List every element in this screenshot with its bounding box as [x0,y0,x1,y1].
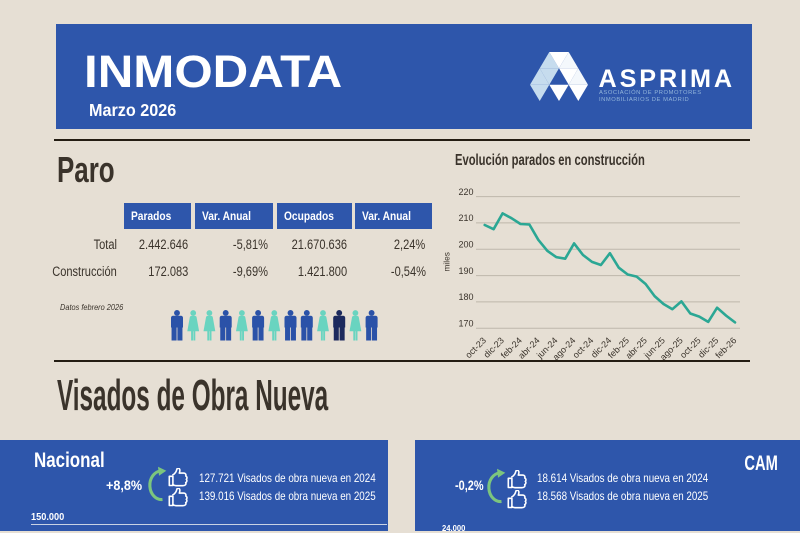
svg-text:200: 200 [458,239,473,249]
svg-text:ASPRIMA: ASPRIMA [599,65,735,93]
svg-text:170: 170 [458,318,473,328]
svg-text:INMOBILIARIOS DE MADRID: INMOBILIARIOS DE MADRID [599,97,689,103]
svg-text:190: 190 [458,266,473,276]
svg-text:180: 180 [458,292,473,302]
svg-text:miles: miles [442,252,452,271]
svg-text:220: 220 [458,187,473,197]
svg-text:ASOCIACIÓN DE PROMOTORES: ASOCIACIÓN DE PROMOTORES [599,89,702,96]
svg-text:210: 210 [458,213,473,223]
